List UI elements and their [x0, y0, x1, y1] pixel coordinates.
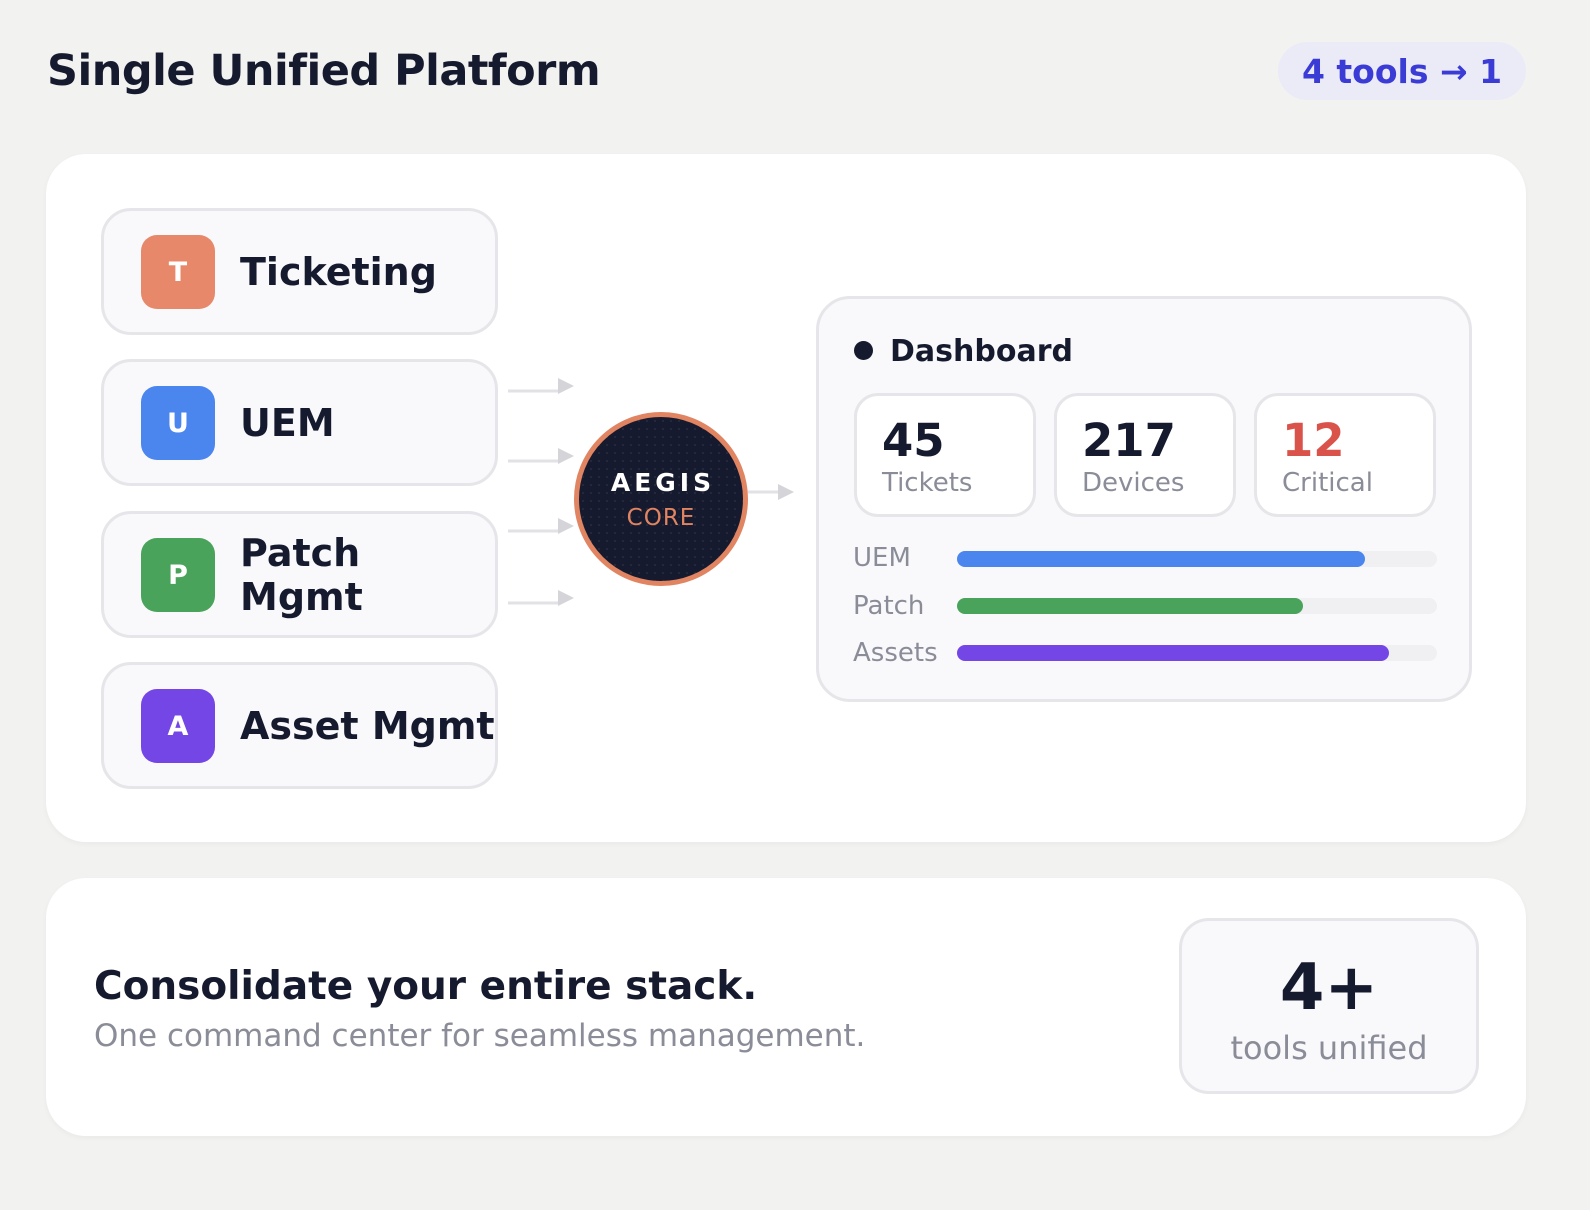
consolidation-card: Consolidate your entire stack. One comma… — [46, 878, 1526, 1136]
metric-value: 4+ — [1279, 951, 1379, 1025]
dashboard-title: Dashboard — [890, 334, 1073, 369]
progress-fill-patch — [957, 598, 1303, 614]
arrow-right-icon — [508, 378, 574, 394]
metric-label: tools unified — [1230, 1029, 1428, 1067]
stat-label: Devices — [1082, 468, 1185, 498]
core-subtitle: CORE — [626, 504, 696, 531]
cta-title: Consolidate your entire stack. — [94, 964, 758, 1009]
tools-count-badge: 4 tools → 1 — [1278, 42, 1526, 100]
stat-card-tickets: 45 Tickets — [854, 393, 1036, 517]
stat-card-devices: 217 Devices — [1054, 393, 1236, 517]
ticketing-icon: T — [141, 235, 215, 309]
bar-label-uem: UEM — [853, 543, 911, 573]
tool-label: Asset Mgmt — [240, 703, 495, 748]
arrow-right-icon — [748, 484, 794, 500]
progress-track-patch — [957, 598, 1437, 614]
tool-card-ticketing: T Ticketing — [101, 208, 498, 335]
arrow-right-icon — [508, 448, 574, 464]
tools-unified-metric: 4+ tools unified — [1179, 918, 1479, 1094]
aegis-core-hub: AEGIS CORE — [574, 412, 748, 586]
platform-diagram-card: T Ticketing U UEM P Patch Mgmt A Asset M… — [46, 154, 1526, 842]
tool-label: UEM — [240, 400, 335, 445]
tool-label: Ticketing — [240, 249, 437, 294]
asset-mgmt-icon: A — [141, 689, 215, 763]
progress-fill-assets — [957, 645, 1389, 661]
bar-label-assets: Assets — [853, 638, 938, 668]
core-title: AEGIS — [610, 467, 716, 497]
page-title: Single Unified Platform — [47, 46, 601, 96]
cta-subtitle: One command center for seamless manageme… — [94, 1018, 866, 1054]
tool-card-uem: U UEM — [101, 359, 498, 486]
arrow-right-icon — [508, 518, 574, 534]
tool-label: Patch Mgmt — [240, 530, 363, 619]
progress-track-uem — [957, 551, 1437, 567]
stat-card-critical: 12 Critical — [1254, 393, 1436, 517]
stat-value: 12 — [1282, 414, 1345, 467]
dashboard-panel: Dashboard 45 Tickets 217 Devices 12 Crit… — [816, 296, 1472, 702]
progress-track-assets — [957, 645, 1437, 661]
stat-value: 45 — [882, 414, 945, 467]
progress-fill-uem — [957, 551, 1365, 567]
stat-label: Critical — [1282, 468, 1373, 498]
uem-icon: U — [141, 386, 215, 460]
status-dot-icon — [854, 341, 873, 360]
tool-card-patch-mgmt: P Patch Mgmt — [101, 511, 498, 638]
stat-value: 217 — [1082, 414, 1176, 467]
patch-mgmt-icon: P — [141, 538, 215, 612]
tool-card-asset-mgmt: A Asset Mgmt — [101, 662, 498, 789]
bar-label-patch: Patch — [853, 591, 925, 621]
arrow-right-icon — [508, 590, 574, 606]
stat-label: Tickets — [882, 468, 973, 498]
